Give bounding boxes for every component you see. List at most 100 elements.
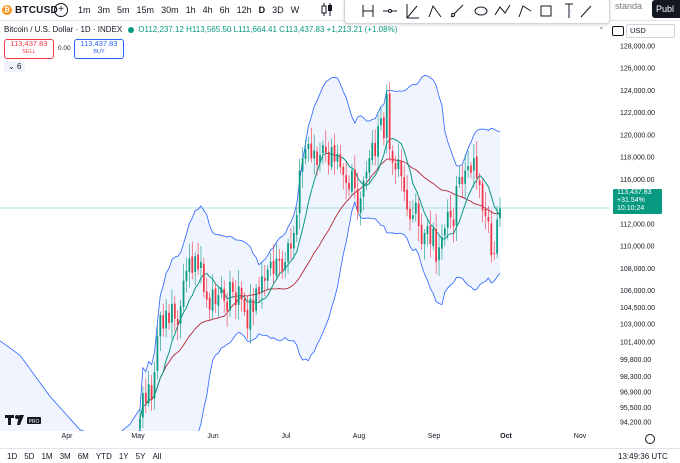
candle [446, 199, 449, 240]
indicator-count: 6 [16, 62, 22, 71]
candle [261, 262, 263, 309]
candle-body [403, 177, 406, 192]
candle-body [220, 287, 223, 294]
sell-price: 113,437.83 [10, 39, 48, 48]
horizontal-ray-icon [362, 5, 374, 17]
range-all[interactable]: All [152, 452, 162, 461]
candle-body [301, 158, 304, 172]
interval-d[interactable]: D [258, 5, 266, 15]
candle-body [406, 189, 408, 210]
candle [313, 134, 316, 175]
buy-button[interactable]: 113,437.83 BUY [74, 39, 124, 59]
candle-body [200, 261, 202, 269]
ohlc-close: C113,437.83 [279, 25, 325, 34]
layout-name[interactable]: standa [615, 1, 643, 11]
candle-body [316, 151, 318, 166]
price-axis-label: 94,200.00 [620, 420, 651, 427]
candle-body [345, 175, 347, 183]
publish-button[interactable]: Publ [652, 0, 680, 18]
symbol-search[interactable]: ₿ BTCUSD [0, 0, 58, 20]
bitcoin-icon: ₿ [2, 5, 12, 15]
candle [153, 361, 156, 410]
candle [272, 244, 275, 284]
candle-body [298, 170, 301, 214]
candle-body [203, 263, 205, 292]
candle-body [359, 198, 362, 213]
candle-body [229, 281, 231, 311]
candle [246, 296, 249, 339]
interval-3m[interactable]: 3m [97, 5, 111, 15]
sell-button[interactable]: 113,437.83 SELL [4, 39, 54, 59]
candle [455, 175, 458, 241]
interval-3d[interactable]: 3D [272, 5, 284, 15]
candle [173, 295, 176, 332]
range-1y[interactable]: 1Y [118, 452, 129, 461]
currency-select[interactable]: USD [626, 24, 675, 38]
candle-body [324, 146, 327, 153]
compare-symbol-plus-icon[interactable]: + [54, 3, 68, 17]
range-3m[interactable]: 3M [59, 452, 71, 461]
candle-body [475, 156, 478, 179]
candle [345, 162, 347, 200]
candle [432, 222, 435, 251]
candle-body [322, 145, 324, 153]
scale-menu-chevron-icon[interactable]: ⌄ [598, 22, 605, 31]
candle-body [290, 243, 292, 249]
interval-4h[interactable]: 4h [202, 5, 213, 15]
chart-type-candles-icon[interactable] [320, 2, 334, 17]
candle-body [295, 215, 298, 235]
candle-body [441, 237, 443, 249]
candle [226, 292, 228, 327]
utc-clock[interactable]: 13:49:36 UTC [618, 452, 668, 461]
candle-body [499, 208, 501, 219]
interval-1m[interactable]: 1m [78, 5, 91, 15]
range-6m[interactable]: 6M [77, 452, 89, 461]
interval-30m[interactable]: 30m [161, 5, 179, 15]
interval-15m[interactable]: 15m [136, 5, 155, 15]
price-axis-label: 112,000.00 [620, 221, 655, 228]
candle [293, 225, 295, 259]
candle [385, 84, 388, 154]
settings-gear-icon[interactable] [645, 434, 655, 444]
candle-body [139, 418, 141, 429]
range-5d[interactable]: 5D [24, 452, 35, 461]
candle-body [362, 180, 365, 197]
candle-body [356, 189, 359, 212]
symbol-name[interactable]: BTCUSD [15, 4, 58, 16]
path-icon [494, 4, 511, 16]
time-axis[interactable]: Apr May Jun Jul Aug Sep Oct Nov [0, 431, 610, 444]
candle-body [478, 180, 481, 186]
candle-body [394, 162, 397, 170]
price-axis-label: 106,000.00 [620, 288, 655, 295]
interval-12h[interactable]: 12h [236, 5, 252, 15]
candle-body [156, 336, 159, 371]
currency-label: USD [630, 26, 646, 35]
candle [470, 161, 472, 179]
bollinger-band-fill [0, 75, 500, 431]
interval-6h[interactable]: 6h [219, 5, 230, 15]
candle [176, 310, 179, 341]
candle [336, 144, 339, 170]
candle-body [182, 280, 185, 308]
pitchfork-icon [518, 5, 532, 18]
candle-body [339, 154, 342, 168]
candle [362, 176, 365, 211]
candle [452, 208, 455, 243]
indicators-toggle[interactable]: ⌄ 6 [4, 61, 26, 72]
range-ytd[interactable]: YTD [95, 452, 112, 461]
interval-5m[interactable]: 5m [117, 5, 130, 15]
candle [290, 228, 292, 260]
interval-w[interactable]: W [290, 5, 300, 15]
range-1d[interactable]: 1D [7, 452, 18, 461]
price-chart[interactable]: 128,000.00 126,000.00 124,000.00 122,000.00… [0, 38, 680, 431]
candle [324, 130, 327, 163]
candle [179, 299, 182, 339]
currency-convert-icon[interactable] [612, 26, 624, 36]
candle-body [461, 176, 464, 184]
candle [443, 224, 446, 247]
interval-1h[interactable]: 1h [185, 5, 196, 15]
candle-body [353, 169, 356, 189]
candle [269, 252, 272, 277]
range-5y[interactable]: 5Y [135, 452, 146, 461]
range-1m[interactable]: 1M [41, 452, 53, 461]
